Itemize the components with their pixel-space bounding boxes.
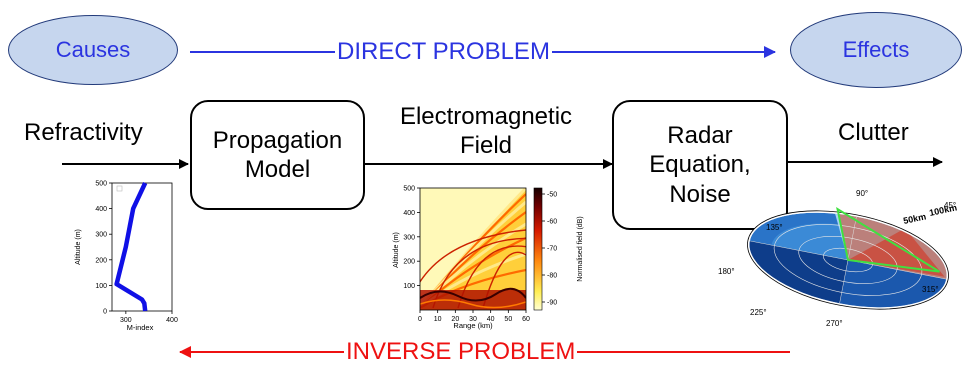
refractivity-profile-line bbox=[114, 182, 148, 312]
em-field-line2: Field bbox=[459, 132, 513, 160]
polar-sector-outline bbox=[836, 207, 940, 273]
polar-range-50: 50km bbox=[902, 211, 927, 226]
y-tick-label: 500 bbox=[95, 181, 107, 188]
polar-range-100: 100km bbox=[928, 202, 957, 218]
effects-label: Effects bbox=[842, 37, 910, 62]
polar-label-90: 90° bbox=[856, 189, 868, 198]
propagation-model-line1: Propagation bbox=[212, 126, 343, 154]
y-tick-label: 200 bbox=[403, 259, 415, 266]
heatmap-field bbox=[420, 188, 526, 310]
polar-label-270: 270° bbox=[826, 319, 843, 328]
colorbar-tick-label: -60 bbox=[547, 219, 557, 226]
refractivity-x-ticks: 300 400 bbox=[120, 311, 178, 324]
refractivity-xlabel: M-index bbox=[127, 323, 154, 332]
y-tick-label: 100 bbox=[403, 283, 415, 290]
propagation-model-box: Propagation Model bbox=[190, 100, 365, 210]
refractivity-label: Refractivity bbox=[24, 119, 143, 146]
clutter-polar-plot: 90° 45° 135° 180° 225° 270° 315° 50km 10… bbox=[718, 189, 958, 328]
clutter-label: Clutter bbox=[838, 119, 909, 146]
polar-label-225: 225° bbox=[750, 308, 767, 317]
polar-label-180: 180° bbox=[718, 267, 735, 276]
refractivity-legend-box bbox=[116, 185, 123, 192]
em-field-label: Electromagnetic Field bbox=[376, 102, 596, 161]
inverse-problem-label: INVERSE PROBLEM bbox=[344, 338, 578, 365]
x-tick-label: 20 bbox=[451, 316, 459, 323]
colorbar-tick-label: -70 bbox=[547, 246, 557, 253]
direct-problem-label: DIRECT PROBLEM bbox=[335, 38, 552, 65]
refractivity-plot-frame bbox=[111, 182, 173, 312]
x-tick-label: 300 bbox=[120, 317, 132, 324]
interference-fringe bbox=[420, 229, 526, 284]
radar-equation-line1: Radar bbox=[667, 122, 733, 150]
colorbar-tick-label: -80 bbox=[547, 273, 557, 280]
em-field-line1: Electromagnetic bbox=[399, 103, 573, 130]
refractivity-y-ticks: 0 100 200 300 400 500 bbox=[95, 181, 112, 316]
radar-equation-box: Radar Equation, Noise bbox=[612, 100, 788, 230]
causes-label: Causes bbox=[55, 37, 131, 62]
heatmap-y-ticks: 100 200 300 400 500 bbox=[403, 186, 420, 290]
x-tick-label: 0 bbox=[418, 316, 422, 323]
heatmap-xlabel: Range (km) bbox=[453, 321, 493, 330]
colorbar-tick-label: -90 bbox=[547, 300, 557, 307]
polar-label-315: 315° bbox=[922, 285, 939, 294]
y-tick-label: 300 bbox=[403, 234, 415, 241]
em-field-heatmap: 100 200 300 400 500 0 10 20 30 40 50 60 Altitude (… bbox=[393, 186, 584, 331]
colorbar-label: Normalised field (dB) bbox=[577, 216, 584, 281]
colorbar-tick-label: -50 bbox=[547, 192, 557, 199]
y-tick-label: 400 bbox=[403, 210, 415, 217]
y-tick-label: 0 bbox=[103, 309, 107, 316]
radar-equation-line3: Noise bbox=[669, 180, 731, 208]
refractivity-profile-chart: 0 100 200 300 400 500 300 400 Altitude (m) M-i… bbox=[75, 181, 178, 333]
colorbar bbox=[533, 187, 543, 311]
heatmap-ground-fringe-2 bbox=[420, 299, 526, 309]
x-tick-label: 400 bbox=[166, 317, 178, 324]
propagation-model-line2: Model bbox=[244, 156, 311, 183]
colorbar-ticks: -50 -60 -70 -80 -90 bbox=[542, 192, 557, 307]
heatmap-ground-fringe bbox=[420, 287, 526, 302]
heatmap-ylabel: Altitude (m) bbox=[393, 232, 400, 268]
y-tick-label: 500 bbox=[403, 186, 415, 193]
polar-label-45: 45° bbox=[944, 201, 956, 210]
x-tick-label: 40 bbox=[487, 316, 495, 323]
effects-ellipse: Effects bbox=[790, 12, 962, 88]
heatmap-x-ticks: 0 10 20 30 40 50 60 bbox=[418, 310, 530, 323]
x-tick-label: 30 bbox=[469, 316, 477, 323]
radar-equation-line2: Equation, bbox=[649, 151, 751, 179]
x-tick-label: 50 bbox=[504, 316, 512, 323]
x-tick-label: 10 bbox=[434, 316, 442, 323]
y-tick-label: 100 bbox=[95, 283, 107, 290]
refractivity-ylabel: Altitude (m) bbox=[75, 229, 82, 265]
y-tick-label: 200 bbox=[95, 257, 107, 264]
y-tick-label: 300 bbox=[95, 232, 107, 239]
causes-ellipse: Causes bbox=[8, 15, 178, 85]
x-tick-label: 60 bbox=[522, 316, 530, 323]
y-tick-label: 400 bbox=[95, 206, 107, 213]
polar-label-135: 135° bbox=[766, 223, 783, 232]
